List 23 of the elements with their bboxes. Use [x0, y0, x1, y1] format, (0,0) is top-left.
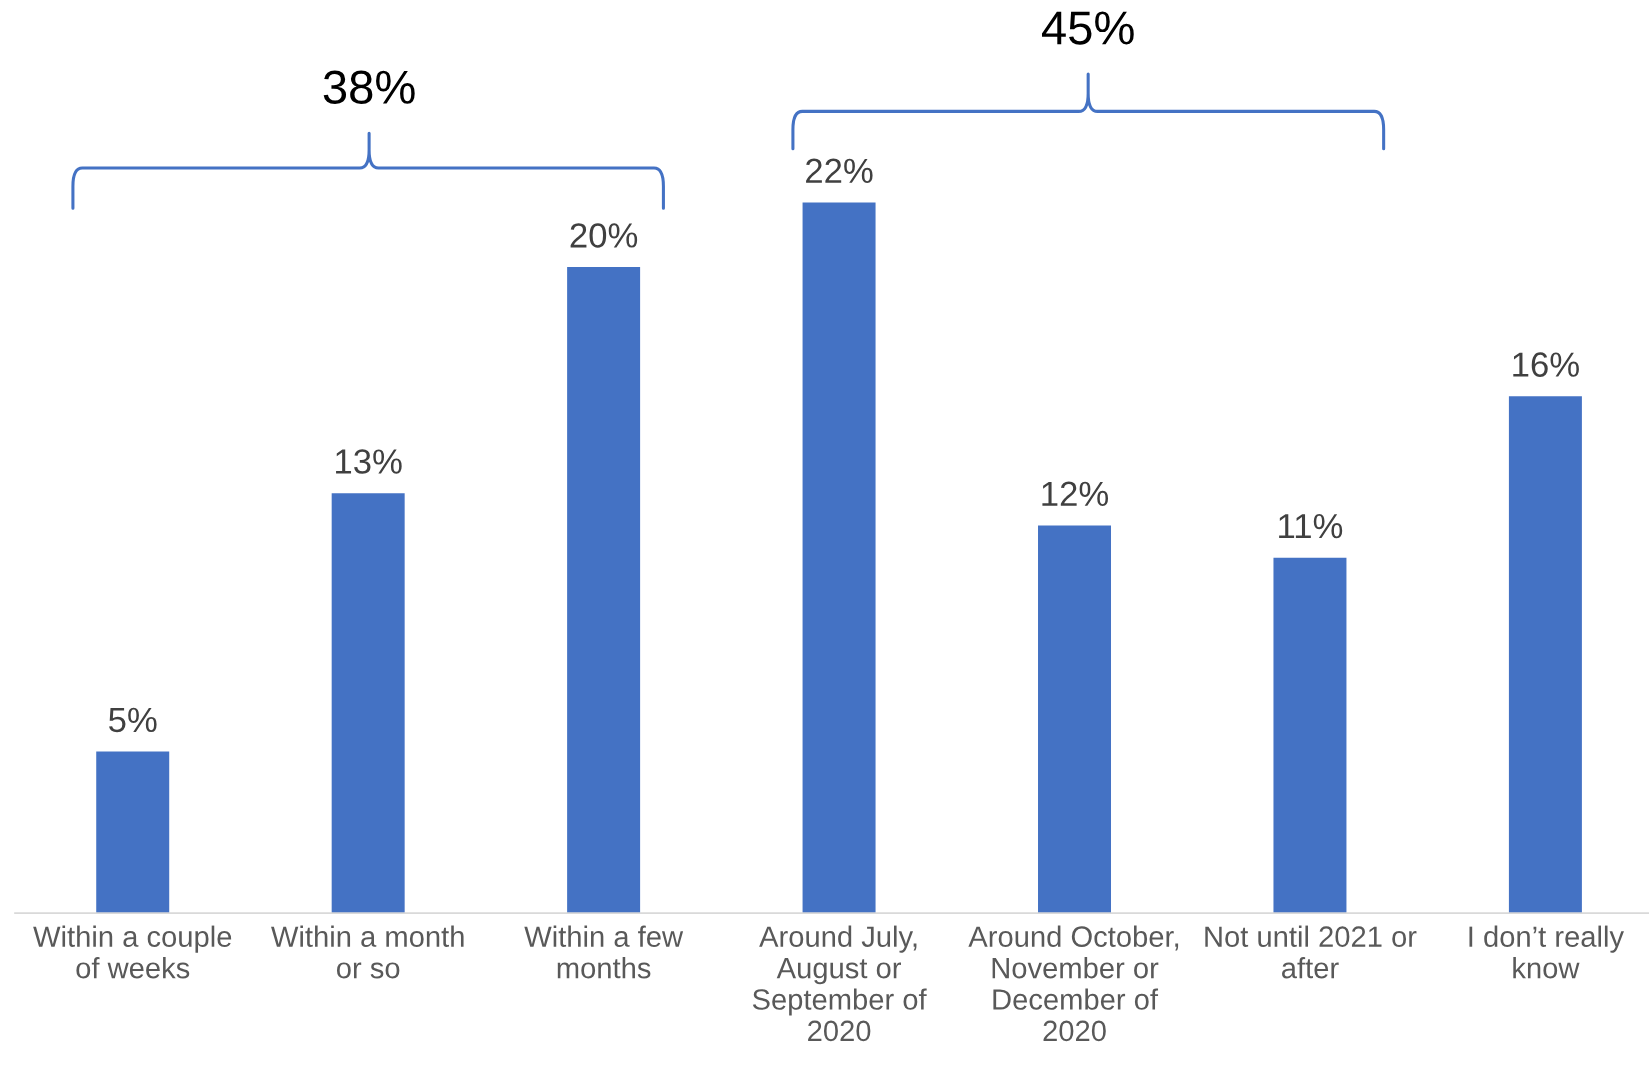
x-tick-label: Within a month or so [271, 925, 464, 979]
x-tick-label: Within a few months [524, 925, 684, 979]
data-label: 5% [109, 707, 157, 733]
bar [331, 493, 405, 914]
text: 38% [323, 70, 415, 104]
data-label: 22% [806, 158, 873, 184]
data-label: 20% [570, 223, 638, 248]
bar [1508, 396, 1582, 914]
bar [96, 751, 170, 914]
x-tick-label: Within a couple of weeks [33, 925, 232, 979]
text: 45% [1042, 11, 1134, 45]
x-tick-label: Not until 2021 or after [1205, 925, 1417, 979]
bar [802, 202, 876, 914]
data-label: 12% [1042, 481, 1109, 506]
x-tick-label: Around July, August or September of 2020 [752, 925, 927, 1042]
data-label: 13% [336, 449, 402, 474]
x-tick-label: Around October, November or December of 2020 [968, 925, 1179, 1042]
bar [1038, 525, 1111, 914]
bar [1273, 557, 1347, 914]
data-label: 11% [1279, 514, 1343, 539]
x-tick-label: I don’t really know [1469, 925, 1624, 979]
data-label: 16% [1513, 352, 1579, 377]
bar [567, 267, 641, 914]
